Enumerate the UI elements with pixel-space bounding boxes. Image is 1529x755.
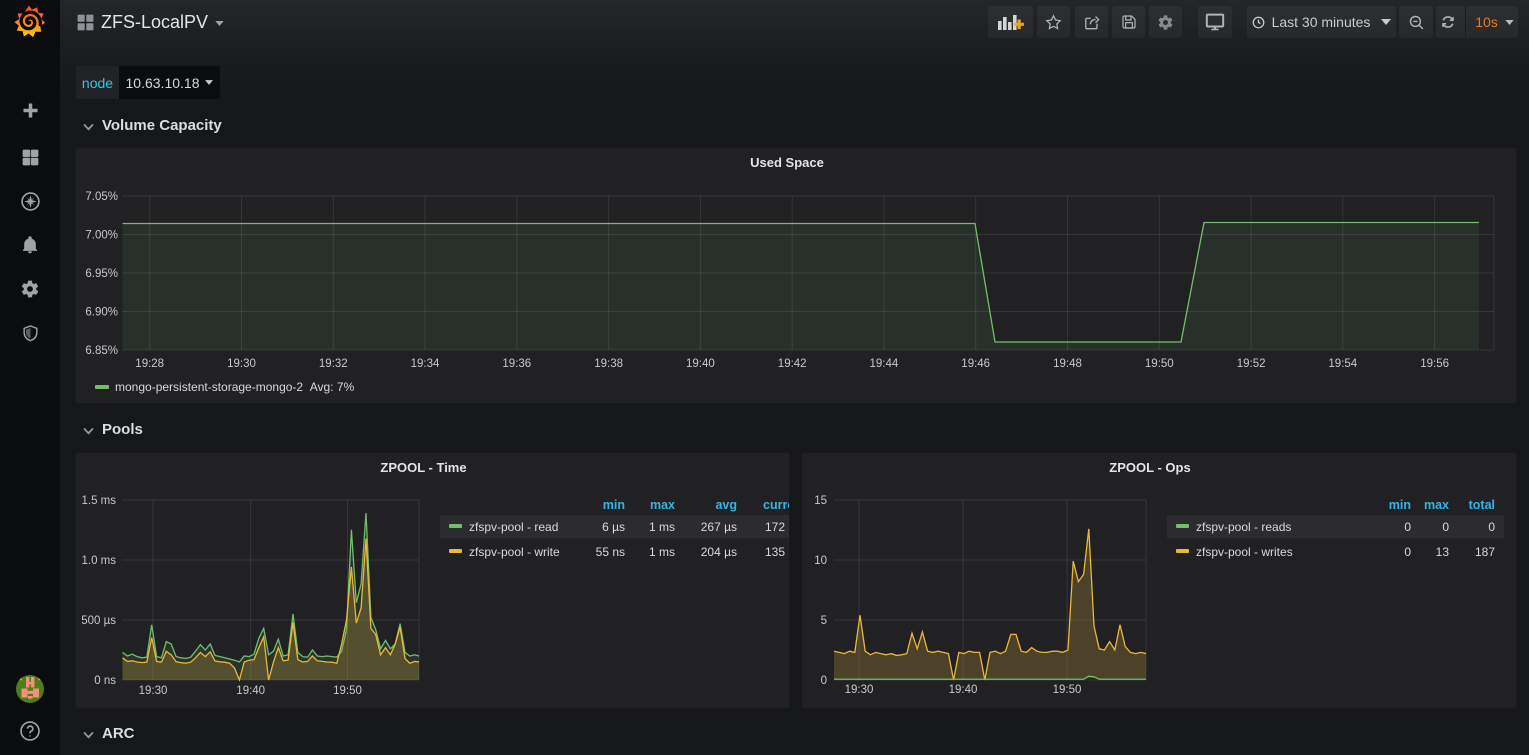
- svg-text:mongo-persistent-storage-mongo: mongo-persistent-storage-mongo-2 Avg: 7%: [115, 380, 355, 394]
- svg-text:0: 0: [821, 675, 827, 687]
- svg-text:19:54: 19:54: [1328, 358, 1357, 370]
- svg-text:0: 0: [1488, 520, 1495, 534]
- svg-text:187: 187: [1475, 545, 1495, 559]
- svg-text:19:34: 19:34: [411, 358, 440, 370]
- svg-text:1 ms: 1 ms: [649, 545, 675, 559]
- svg-text:0 ns: 0 ns: [94, 675, 116, 687]
- svg-text:19:44: 19:44: [870, 358, 899, 370]
- svg-text:19:36: 19:36: [502, 358, 531, 370]
- svg-text:max: max: [1424, 498, 1449, 512]
- svg-text:min: min: [1389, 498, 1411, 512]
- svg-text:15: 15: [814, 495, 827, 507]
- svg-text:1.5 ms: 1.5 ms: [81, 495, 116, 507]
- svg-text:19:38: 19:38: [594, 358, 623, 370]
- svg-text:zfspv-pool - write: zfspv-pool - write: [469, 545, 560, 559]
- svg-text:6.85%: 6.85%: [85, 345, 118, 357]
- svg-text:0: 0: [1442, 520, 1449, 534]
- svg-text:19:50: 19:50: [333, 685, 362, 697]
- svg-text:19:46: 19:46: [961, 358, 990, 370]
- svg-text:1 ms: 1 ms: [649, 520, 675, 534]
- svg-text:19:30: 19:30: [227, 358, 256, 370]
- svg-text:avg: avg: [715, 498, 737, 512]
- svg-text:6 µs: 6 µs: [602, 520, 625, 534]
- svg-text:19:42: 19:42: [778, 358, 807, 370]
- svg-text:max: max: [650, 498, 675, 512]
- svg-text:19:56: 19:56: [1420, 358, 1449, 370]
- svg-text:19:30: 19:30: [845, 684, 874, 696]
- svg-text:zfspv-pool - reads: zfspv-pool - reads: [1196, 520, 1291, 534]
- svg-text:19:40: 19:40: [686, 358, 715, 370]
- svg-text:min: min: [603, 498, 625, 512]
- svg-text:19:50: 19:50: [1145, 358, 1174, 370]
- svg-text:10: 10: [814, 555, 827, 567]
- svg-text:0: 0: [1404, 545, 1411, 559]
- svg-text:19:40: 19:40: [949, 684, 978, 696]
- svg-text:0: 0: [1404, 520, 1411, 534]
- svg-text:19:40: 19:40: [236, 685, 265, 697]
- svg-text:204 µs: 204 µs: [701, 545, 737, 559]
- svg-text:6.90%: 6.90%: [85, 307, 118, 319]
- svg-text:19:28: 19:28: [135, 358, 164, 370]
- svg-text:19:30: 19:30: [139, 685, 168, 697]
- svg-text:current: current: [763, 498, 790, 512]
- svg-text:19:32: 19:32: [319, 358, 348, 370]
- svg-text:172 µs: 172 µs: [765, 520, 790, 534]
- svg-text:500 µs: 500 µs: [81, 615, 116, 627]
- svg-text:1.0 ms: 1.0 ms: [81, 555, 116, 567]
- svg-text:zfspv-pool - read: zfspv-pool - read: [469, 520, 558, 534]
- svg-text:267 µs: 267 µs: [701, 520, 737, 534]
- svg-text:zfspv-pool - writes: zfspv-pool - writes: [1196, 545, 1293, 559]
- svg-text:19:52: 19:52: [1237, 358, 1266, 370]
- svg-text:19:48: 19:48: [1053, 358, 1082, 370]
- svg-text:6.95%: 6.95%: [85, 268, 118, 280]
- svg-text:13: 13: [1436, 545, 1450, 559]
- svg-text:5: 5: [821, 615, 827, 627]
- svg-text:total: total: [1469, 498, 1495, 512]
- svg-text:19:50: 19:50: [1053, 684, 1082, 696]
- svg-text:55 ns: 55 ns: [596, 545, 625, 559]
- svg-text:135 µs: 135 µs: [765, 545, 790, 559]
- svg-text:7.05%: 7.05%: [85, 191, 118, 203]
- svg-text:7.00%: 7.00%: [85, 230, 118, 242]
